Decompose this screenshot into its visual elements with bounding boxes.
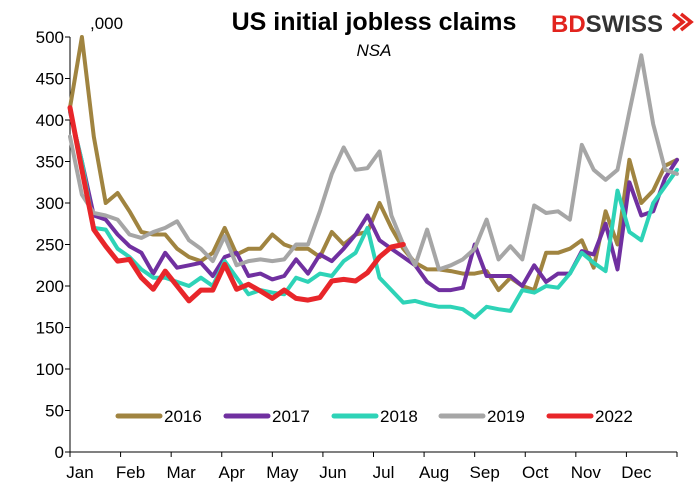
x-tick-label: Aug [419,463,449,482]
x-tick-label: Jan [66,463,93,482]
double-chevron-icon [671,12,694,32]
legend-label-2022: 2022 [595,407,633,426]
y-tick-label: 300 [36,194,64,213]
x-tick-label: Oct [522,463,549,482]
x-tick-label: Mar [167,463,197,482]
series-line-2019 [68,53,679,272]
series-line-2016 [68,35,679,293]
y-tick-label: 450 [36,70,64,89]
legend-label-2018: 2018 [380,407,418,426]
y-tick-label: 100 [36,360,64,379]
x-tick-label: Nov [571,463,602,482]
legend-label-2017: 2017 [272,407,310,426]
x-tick-label: Jul [373,463,395,482]
x-tick-label: Apr [219,463,246,482]
y-tick-label: 200 [36,277,64,296]
x-tick-label: Feb [116,463,145,482]
unit-label: ,000 [90,14,123,33]
x-tick-label: Dec [621,463,652,482]
chart-subtitle: NSA [357,41,392,60]
y-tick-label: 150 [36,319,64,338]
x-tick-label: Jun [319,463,346,482]
series-lines [67,35,679,320]
legend-label-2016: 2016 [164,407,202,426]
x-tick-label: May [266,463,299,482]
x-axis-ticks: Jan Feb Mar Apr May Jun Jul Aug Sep Oct Nov Dec [66,452,678,482]
y-tick-label: 0 [55,443,64,462]
series-line-2022 [67,105,406,304]
y-tick-label: 500 [36,28,64,47]
chart-title: US initial jobless claims [232,8,517,36]
y-tick-label: 250 [36,236,64,255]
y-tick-label: 350 [36,153,64,172]
legend: 2016 2017 2018 2019 2022 [115,407,633,426]
x-tick-label: Sep [470,463,500,482]
brand-logo-part2: SWISS [586,11,663,38]
legend-label-2019: 2019 [487,407,525,426]
y-tick-label: 50 [45,402,64,421]
brand-logo: BDSWISS [551,11,694,38]
y-tick-label: 400 [36,111,64,130]
svg-text:BDSWISS: BDSWISS [551,11,663,38]
y-axis-ticks: 0 50 100 150 200 250 300 350 400 450 500 [36,28,70,462]
brand-logo-part1: BD [551,11,586,38]
